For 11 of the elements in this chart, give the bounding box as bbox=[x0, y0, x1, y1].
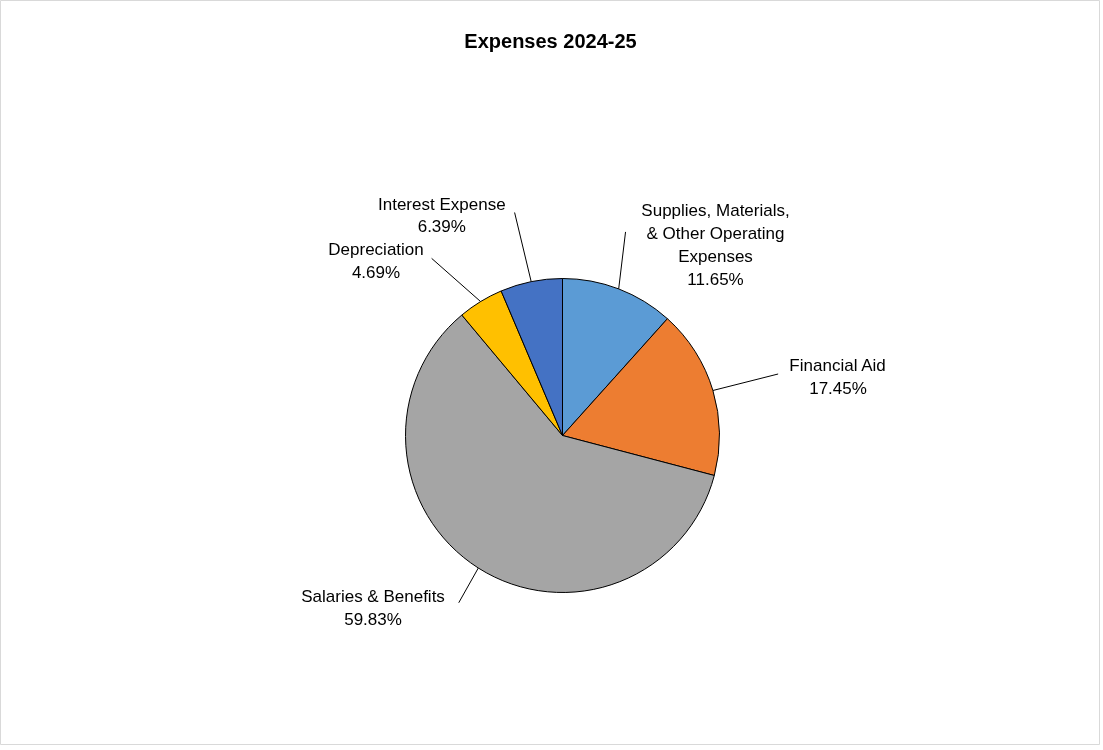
data-label: 6.39% bbox=[417, 217, 466, 237]
slice-label: Depreciation bbox=[328, 240, 424, 260]
data-label: 17.45% bbox=[809, 378, 867, 398]
slice-label: Supplies, Materials, & Other Operating Expenses bbox=[641, 201, 790, 266]
slice-label: Interest Expense bbox=[378, 194, 506, 214]
data-label: 59.83% bbox=[344, 609, 402, 629]
slice-label: Salaries & Benefits bbox=[301, 586, 445, 606]
data-label: 11.65% bbox=[687, 269, 744, 289]
data-label: 4.69% bbox=[351, 263, 401, 283]
chart-title: Expenses 2024-25 bbox=[464, 29, 637, 52]
slice-label: Financial Aid bbox=[789, 356, 886, 376]
